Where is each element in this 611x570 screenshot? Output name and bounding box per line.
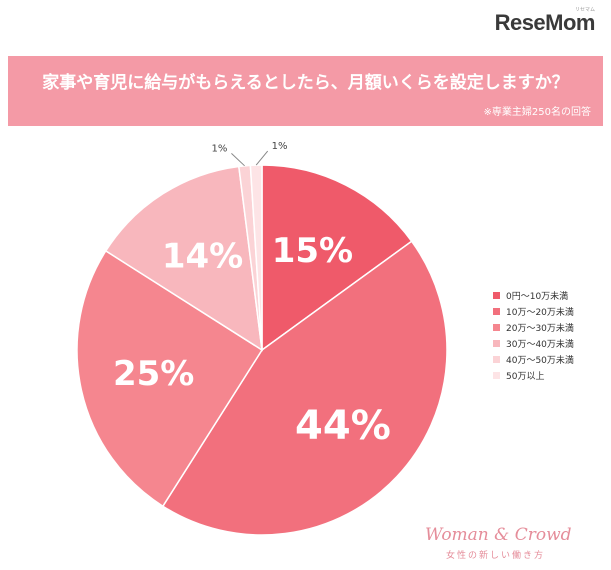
pie-slice-1 (161, 240, 448, 536)
slice-label-4: 1% (212, 143, 228, 154)
legend-label: 50万以上 (506, 371, 545, 382)
legend-item-2: 20万～30万未満 (493, 319, 574, 335)
pie-slice-0 (261, 164, 413, 352)
leader-line-4 (231, 152, 245, 167)
legend-item-4: 40万～50万未満 (493, 351, 574, 367)
slice-label-2: 25% (113, 354, 194, 394)
legend-swatch (493, 371, 500, 379)
legend-swatch (493, 339, 500, 347)
pie-slice-3 (104, 165, 263, 352)
slice-label-3: 14% (162, 236, 243, 276)
resemom-logo: ReseMom (494, 10, 596, 35)
leader-line-5 (255, 150, 269, 166)
legend-label: 20万～30万未満 (506, 323, 574, 334)
legend-label: 40万～50万未満 (506, 355, 574, 366)
slice-label-1: 44% (295, 403, 391, 449)
legend-label: 0円～10万未満 (506, 291, 569, 302)
respondent-note: ※専業主婦250名の回答 (483, 107, 591, 118)
legend-swatch (493, 307, 500, 315)
legend-item-0: 0円～10万未満 (493, 287, 574, 303)
legend-item-5: 50万以上 (493, 367, 574, 383)
legend-item-3: 30万～40万未満 (493, 335, 574, 351)
title-banner: 家事や育児に給与がもらえるとしたら、月額いくらを設定しますか？ ※専業主婦250… (8, 56, 603, 126)
woman-crowd-tagline: 女性の新しい働き方 (446, 551, 546, 561)
chart-title: 家事や育児に給与がもらえるとしたら、月額いくらを設定しますか？ (42, 73, 569, 93)
legend-swatch (493, 323, 500, 331)
pie-slice-2 (76, 249, 264, 508)
woman-crowd-logo: Woman & Crowd (425, 525, 572, 545)
legend-swatch (493, 355, 500, 363)
chart-legend: 0円～10万未満 10万～20万未満 20万～30万未満 30万～40万未満 40万～5… (493, 287, 574, 383)
legend-label: 10万～20万未満 (506, 307, 574, 318)
legend-swatch (493, 291, 500, 299)
slice-label-5: 1% (272, 141, 288, 152)
logo-caption: リセマム (574, 7, 595, 13)
legend-label: 30万～40万未満 (506, 339, 574, 350)
slice-label-0: 15% (272, 231, 353, 271)
legend-item-1: 10万～20万未満 (493, 303, 574, 319)
